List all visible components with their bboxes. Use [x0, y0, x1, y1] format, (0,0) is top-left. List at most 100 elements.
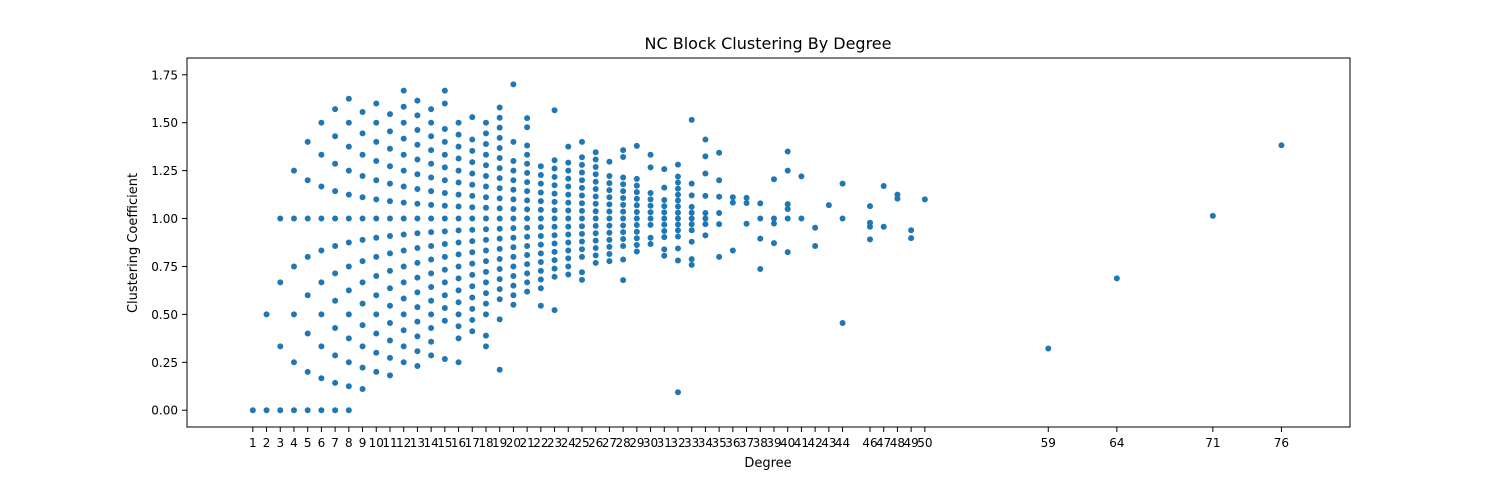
chart-title: NC Block Clustering By Degree	[645, 34, 892, 53]
data-point	[455, 287, 462, 294]
data-point	[496, 245, 503, 252]
x-tick-label: 34	[698, 436, 713, 450]
data-point	[441, 151, 448, 158]
data-point	[400, 231, 407, 238]
data-point	[414, 304, 421, 311]
data-point	[606, 222, 613, 229]
data-point	[661, 221, 668, 228]
data-point	[647, 221, 654, 228]
data-point	[441, 164, 448, 171]
data-point	[524, 215, 531, 222]
data-point	[880, 223, 887, 230]
data-point	[565, 183, 572, 190]
data-point	[578, 138, 585, 145]
data-point	[510, 167, 517, 174]
data-point	[798, 215, 805, 222]
data-point	[647, 209, 654, 216]
data-point	[537, 285, 544, 292]
data-point	[345, 143, 352, 150]
data-point	[674, 233, 681, 240]
data-point	[606, 258, 613, 265]
data-point	[290, 311, 297, 318]
data-point	[290, 167, 297, 174]
data-point	[482, 343, 489, 350]
data-point	[620, 215, 627, 222]
data-point	[428, 147, 435, 154]
data-point	[359, 172, 366, 179]
x-tick-label: 32	[670, 436, 685, 450]
data-point	[345, 335, 352, 342]
data-point	[386, 180, 393, 187]
data-point	[441, 253, 448, 260]
data-point	[455, 263, 462, 270]
data-point	[345, 383, 352, 390]
x-tick-label: 1	[249, 436, 257, 450]
data-point	[428, 338, 435, 345]
x-tick-label: 22	[533, 436, 548, 450]
data-point	[400, 327, 407, 334]
data-point	[455, 119, 462, 126]
data-point	[469, 215, 476, 222]
data-point	[304, 407, 311, 414]
data-point	[592, 171, 599, 178]
data-point	[469, 260, 476, 267]
data-point	[537, 302, 544, 309]
y-tick-label: 1.00	[151, 212, 178, 226]
data-point	[400, 279, 407, 286]
x-tick-label: 24	[561, 436, 576, 450]
data-point	[386, 302, 393, 309]
data-point	[592, 215, 599, 222]
data-point	[455, 251, 462, 258]
x-tick-label: 25	[574, 436, 589, 450]
x-tick-label: 8	[345, 436, 353, 450]
data-point	[592, 193, 599, 200]
data-point	[441, 317, 448, 324]
data-point	[551, 265, 558, 272]
data-point	[578, 161, 585, 168]
data-point	[524, 169, 531, 176]
data-point	[524, 197, 531, 204]
data-point	[688, 261, 695, 268]
data-point	[482, 172, 489, 179]
data-point	[496, 154, 503, 161]
data-point	[510, 225, 517, 232]
x-tick-label: 27	[602, 436, 617, 450]
data-point	[441, 228, 448, 235]
data-point	[441, 126, 448, 133]
data-point	[688, 215, 695, 222]
data-point	[482, 119, 489, 126]
data-point	[674, 221, 681, 228]
data-point	[510, 301, 517, 308]
x-tick-label: 50	[917, 436, 932, 450]
data-point	[880, 182, 887, 189]
data-point	[482, 194, 489, 201]
data-point	[400, 87, 407, 94]
data-point	[373, 273, 380, 280]
data-point	[510, 244, 517, 251]
data-point	[386, 111, 393, 118]
x-tick-label: 35	[711, 436, 726, 450]
data-point	[386, 267, 393, 274]
data-point	[441, 215, 448, 222]
data-point	[716, 209, 723, 216]
data-point	[661, 196, 668, 203]
data-point	[688, 192, 695, 199]
data-point	[661, 209, 668, 216]
data-point	[524, 251, 531, 258]
data-point	[455, 203, 462, 210]
data-point	[661, 246, 668, 253]
data-point	[592, 222, 599, 229]
data-point	[455, 167, 462, 174]
data-point	[524, 242, 531, 249]
data-point	[482, 290, 489, 297]
data-point	[428, 311, 435, 318]
data-point	[345, 215, 352, 222]
data-point	[551, 232, 558, 239]
data-point	[277, 279, 284, 286]
y-tick-label: 0.00	[151, 404, 178, 418]
data-point	[441, 202, 448, 209]
data-point	[414, 274, 421, 281]
data-point	[345, 167, 352, 174]
data-point	[359, 215, 366, 222]
